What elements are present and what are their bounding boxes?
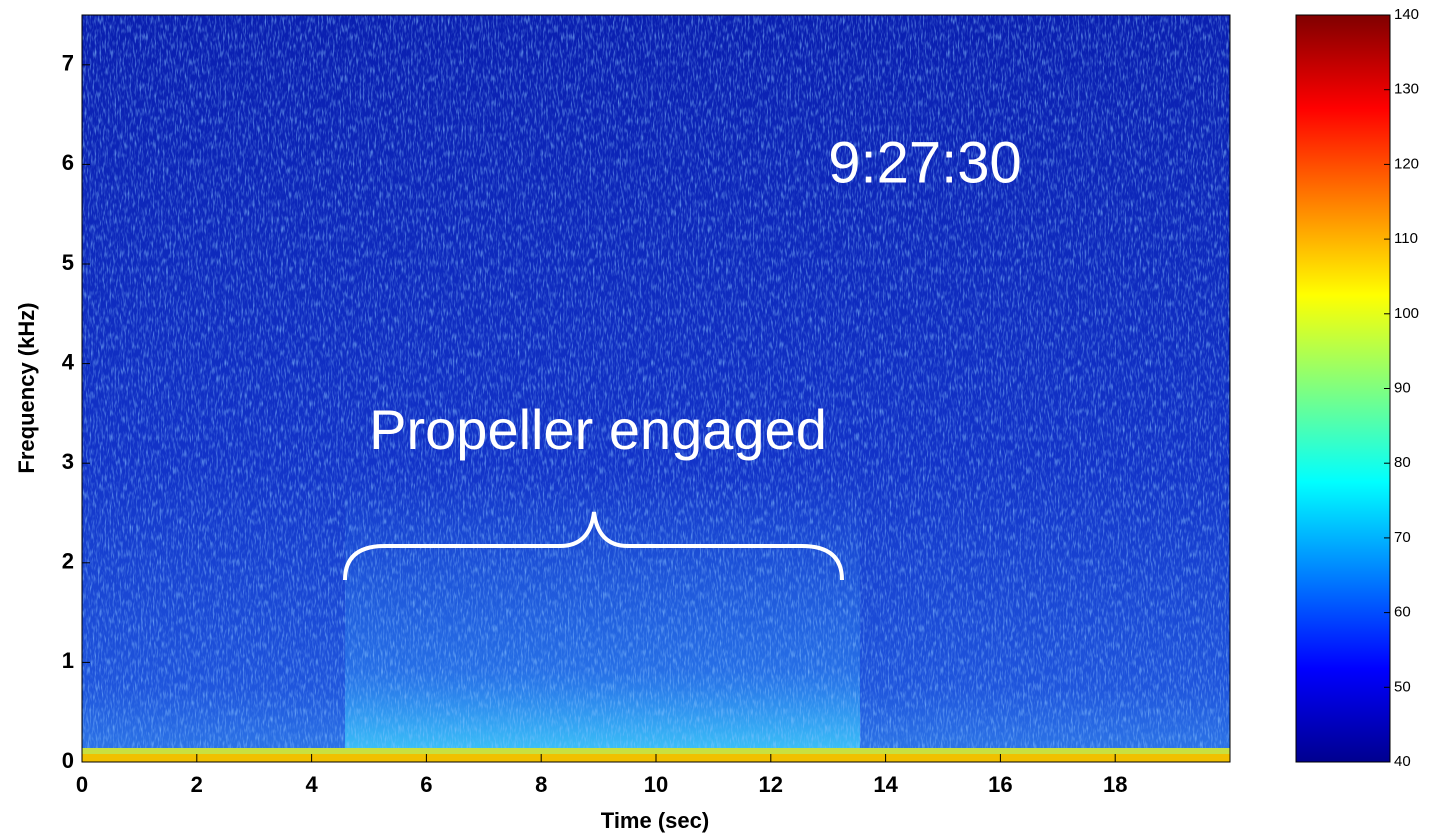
y-axis-label: Frequency (kHz) [14, 302, 39, 473]
brace [343, 511, 844, 581]
x-tick-label: 14 [873, 772, 898, 797]
colorbar-tick-label: 110 [1394, 230, 1418, 247]
colorbar-tick-label: 140 [1394, 6, 1419, 23]
colorbar-tick-label: 90 [1394, 379, 1411, 396]
x-tick-label: 0 [76, 772, 88, 797]
y-tick-label: 6 [62, 150, 74, 175]
y-tick-label: 0 [62, 748, 74, 773]
y-tick-label: 3 [62, 449, 74, 474]
y-tick-label: 1 [62, 648, 74, 673]
y-tick-label: 7 [62, 51, 74, 76]
colorbar-tick-label: 60 [1394, 604, 1411, 621]
colorbar-tick-label: 120 [1394, 155, 1419, 172]
x-tick-label: 16 [988, 772, 1012, 797]
colorbar-tick-label: 100 [1394, 305, 1419, 322]
x-tick-label: 18 [1103, 772, 1127, 797]
colorbar-tick-label: 130 [1394, 81, 1419, 98]
x-axis-label: Time (sec) [601, 808, 709, 833]
spectrogram-image [82, 15, 1230, 762]
x-tick-label: 10 [644, 772, 668, 797]
colorbar-tick-label: 40 [1394, 753, 1411, 770]
annotation: Propeller engaged [369, 398, 827, 461]
y-tick-label: 2 [62, 549, 74, 574]
colorbar-tick-label: 80 [1394, 454, 1411, 471]
y-tick-label: 5 [62, 250, 74, 275]
colorbar [1295, 14, 1391, 763]
x-tick-label: 12 [759, 772, 783, 797]
x-tick-label: 6 [420, 772, 432, 797]
annotation: 9:27:30 [828, 130, 1022, 195]
colorbar-tick-label: 70 [1394, 529, 1411, 546]
x-tick-label: 4 [305, 772, 318, 797]
x-tick-label: 8 [535, 772, 547, 797]
y-tick-label: 4 [62, 349, 75, 374]
x-tick-label: 2 [191, 772, 203, 797]
colorbar-tick-label: 50 [1394, 678, 1411, 695]
